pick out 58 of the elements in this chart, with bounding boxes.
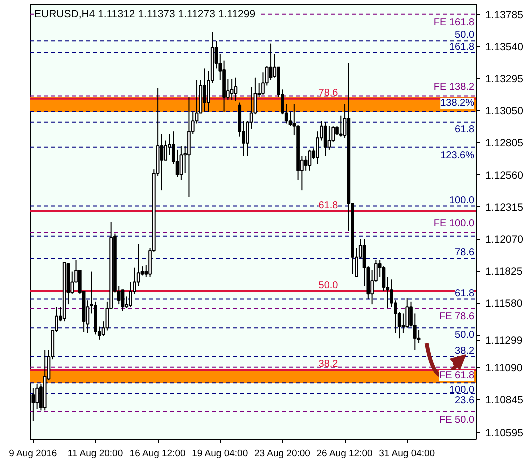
x-tick-label: 16 Aug 12:00 — [130, 448, 186, 460]
annotation: 50.0 — [455, 330, 475, 342]
candlestick — [230, 78, 234, 101]
candlestick — [180, 146, 184, 181]
annotation: FE 100.0 — [434, 218, 475, 230]
y-tick-label: 1.12805 — [486, 138, 524, 150]
y-tick-label: 1.11825 — [486, 266, 523, 278]
annotation: 100.0 — [449, 195, 475, 206]
annotation: 161.8 — [449, 42, 475, 53]
annotation: FE 161.8 — [434, 17, 475, 28]
candlestick — [203, 68, 206, 112]
candlestick — [288, 111, 292, 127]
x-tick-label: 11 Aug 20:00 — [68, 448, 124, 460]
chart-title: EURUSD,H4 1.11312 1.11373 1.11273 1.11299 — [34, 8, 256, 20]
y-tick-label: 1.13785 — [486, 9, 524, 22]
y-tick-label: 1.10595 — [486, 427, 524, 440]
candlestick — [308, 149, 312, 172]
annotation: 78.6 — [455, 248, 475, 259]
x-tick-label: 23 Aug 20:00 — [254, 448, 310, 460]
annotation: FE 78.6 — [439, 311, 475, 322]
y-tick-label: 1.11299 — [486, 335, 523, 348]
annotation: 61.8 — [455, 288, 475, 300]
y-tick-label: 1.10845 — [486, 394, 524, 407]
y-tick-label: 1.12070 — [486, 234, 524, 246]
y-tick-label: 1.11580 — [486, 298, 523, 310]
annotation: FE 50.0 — [439, 414, 475, 426]
annotation: FE 61.8 — [439, 370, 475, 382]
candlestick — [324, 122, 328, 157]
y-tick-label: 1.12315 — [486, 202, 524, 214]
annotation: 23.6 — [455, 396, 475, 407]
x-tick-label: 31 Aug 04:00 — [379, 448, 436, 460]
candlestick — [234, 77, 238, 102]
annotation: 123.6% — [440, 150, 475, 162]
annotation: 138.2% — [440, 98, 475, 109]
annotation: 50.0 — [455, 30, 475, 42]
x-tick-label: 26 Aug 12:00 — [316, 448, 373, 460]
y-tick-label: 1.11090 — [486, 362, 523, 374]
annotation: 50.0 — [318, 280, 339, 292]
candlestick — [382, 266, 386, 292]
candlestick — [121, 290, 125, 312]
annotation: 61.8 — [455, 124, 475, 136]
annotation: 61.8 — [318, 200, 339, 212]
candlestick — [188, 97, 191, 198]
candlestick — [164, 140, 168, 161]
y-tick-label: 1.13295 — [486, 74, 524, 86]
annotation: 38.2 — [455, 346, 475, 357]
annotation: 78.6 — [318, 88, 339, 99]
annotation: 38.2 — [318, 359, 339, 370]
y-tick-label: 1.13540 — [486, 41, 524, 54]
y-tick-label: 1.12560 — [486, 170, 524, 182]
annotation: FE 138.2 — [434, 82, 475, 94]
x-tick-label: 19 Aug 04:00 — [192, 448, 248, 460]
x-tick-label: 9 Aug 2016 — [9, 448, 58, 460]
y-tick-label: 1.13050 — [486, 106, 524, 118]
candlestick — [328, 126, 332, 150]
candlestick — [269, 43, 273, 81]
candlestick — [339, 115, 343, 138]
candlestick — [160, 134, 164, 192]
